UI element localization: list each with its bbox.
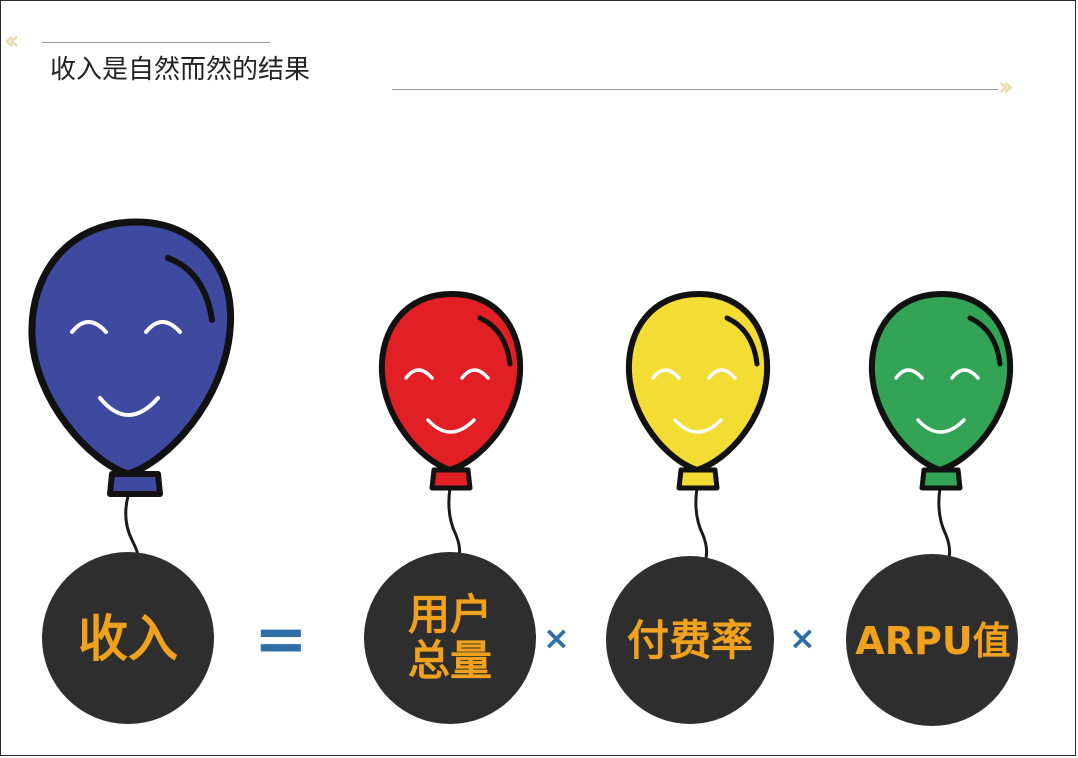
blue-balloon-highlight — [165, 255, 215, 323]
pay-rate-circle — [606, 556, 774, 724]
blue-balloon — [28, 218, 235, 497]
users-label-line1: 用户 — [407, 589, 492, 639]
users-label-line2: 总量 — [407, 636, 492, 685]
blue-right-eye — [144, 320, 182, 334]
red-balloon — [378, 290, 524, 491]
result-circle — [42, 552, 214, 724]
users-circle — [364, 552, 536, 724]
red-balloon-string — [447, 487, 462, 561]
yellow-balloon — [625, 290, 771, 491]
times-sign-1: × — [543, 619, 570, 657]
green-balloon — [868, 290, 1014, 491]
title-top-rule — [42, 42, 270, 43]
blue-balloon-string — [124, 495, 140, 561]
arpu-circle — [846, 554, 1018, 726]
pay-rate-label: 付费率 — [626, 615, 753, 665]
arpu-label: ARPU值 — [855, 619, 1011, 664]
result-label: 收入 — [78, 609, 178, 668]
users-label: 用户 总量 — [370, 586, 530, 690]
yellow-balloon-string — [694, 487, 709, 563]
green-balloon-string — [937, 487, 952, 563]
blue-left-eye — [70, 320, 108, 334]
blue-smile — [98, 396, 160, 417]
slide-title: 收入是自然而然的结果 — [50, 55, 311, 85]
title-bottom-rule — [392, 89, 998, 90]
equals-sign: = — [254, 603, 308, 677]
times-sign-2: × — [789, 619, 816, 657]
